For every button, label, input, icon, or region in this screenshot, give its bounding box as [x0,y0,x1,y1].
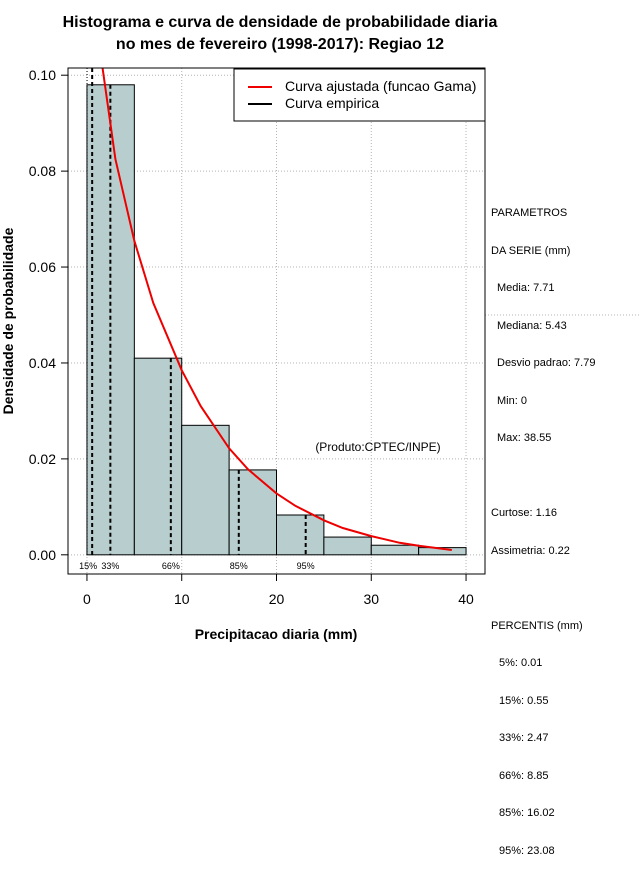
percentile-lines: 15% 33% 66% 85% 95% [79,68,315,571]
histogram-bar [133,357,183,556]
params-heading-1: PARAMETROS [491,207,568,219]
histogram-bar [276,514,325,556]
legend: Curva ajustada (funcao Gama) Curva empir… [233,68,486,122]
axes: 0 10 20 30 40 0.00 0.02 0.04 0.06 0.08 0.10 [29,67,474,607]
y-tick-label: 0.08 [29,163,56,179]
chart-title-line1: Histograma e curva de densidade de proba… [62,14,498,31]
legend-fitted-label: Curva ajustada (funcao Gama) [285,78,476,94]
fitted-curve-line [101,68,452,551]
y-tick-label: 0.02 [29,451,56,467]
x-axis-label: Precipitacao diaria (mm) [195,626,358,642]
percentile-label: 85% [230,561,248,571]
y-tick-label: 0.06 [29,259,56,275]
percentile-label: 66% [162,561,180,571]
histogram-bar [181,424,230,556]
series-parameters-panel: PARAMETROS DA SERIE (mm) Media: 7.71 Med… [491,182,595,870]
histogram-bar [370,544,420,556]
histogram-bar [228,469,277,556]
x-tick-label: 10 [174,591,190,607]
param-desvio: Desvio padrao: 7.79 [497,357,596,369]
percentis-heading: PERCENTIS (mm) [491,619,583,632]
percentile-95: 95%: 23.08 [499,844,555,857]
y-tick-label: 0.00 [29,547,56,563]
legend-box [233,68,486,122]
y-tick-label: 0.04 [29,355,56,371]
x-tick-label: 0 [83,591,91,607]
y-axis-label: Densidade de probabilidade [0,227,16,414]
percentile-15: 15%: 0.55 [499,694,549,707]
param-curtose: Curtose: 1.16 [491,507,558,519]
param-mediana: Mediana: 5.43 [497,319,567,332]
x-tick-label: 40 [458,591,474,607]
percentile-5: 5%: 0.01 [499,657,543,669]
fitted-curve-group [101,68,452,551]
y-tick-label: 0.10 [29,67,56,83]
percentile-66: 66%: 8.85 [499,769,549,782]
percentile-33: 33%: 2.47 [499,732,549,744]
histogram-bar [323,536,372,556]
param-min: Min: 0 [497,394,527,407]
chart-title-line2: no mes de fevereiro (1998-2017): Regiao … [115,36,445,53]
percentile-85: 85%: 16.02 [499,807,555,819]
histogram-bar [418,547,467,556]
x-tick-label: 20 [269,591,285,607]
percentile-label: 15% [79,561,97,571]
percentile-label: 95% [297,561,315,571]
params-heading-2: DA SERIE (mm) [491,244,571,257]
x-tick-label: 30 [363,591,379,607]
product-annotation: (Produto:CPTEC/INPE) [315,440,440,454]
histogram-chart: 15% 33% 66% 85% 95% 0 10 20 30 40 0.00 0.02 0.04 0.0… [0,67,640,642]
param-assimetria: Assimetria: 0.22 [491,544,570,557]
percentile-label: 33% [101,561,119,571]
legend-empirical-label: Curva empirica [285,95,379,111]
param-max: Max: 38.55 [497,432,552,444]
param-media: Media: 7.71 [497,282,555,294]
